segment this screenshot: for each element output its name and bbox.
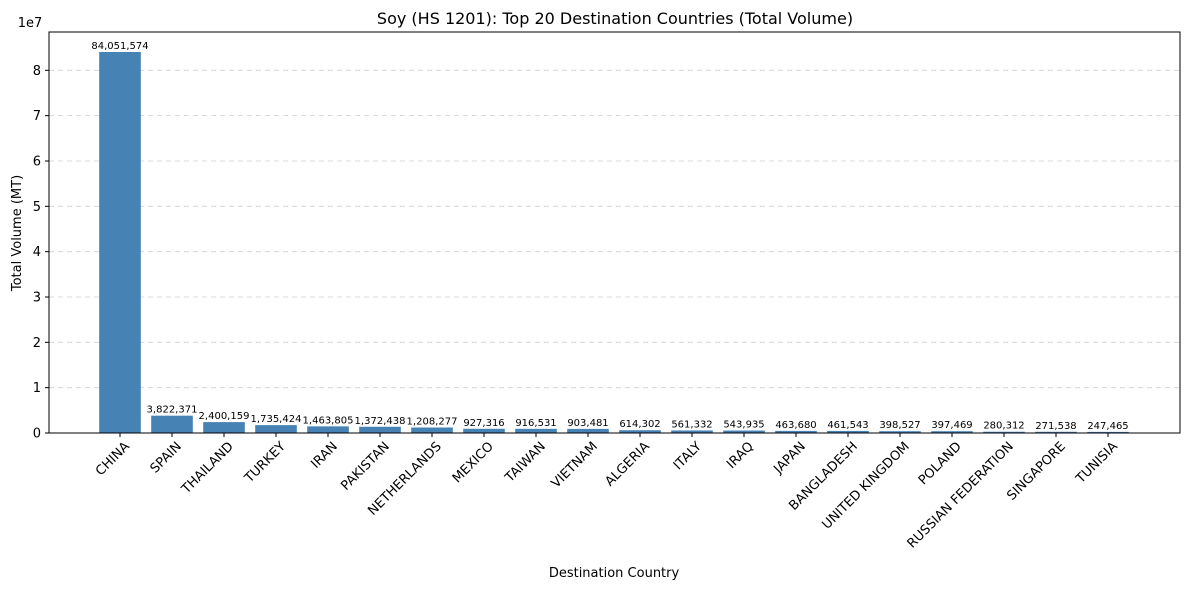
y-axis-label: Total Volume (MT) bbox=[10, 175, 25, 292]
bar-value-label: 1,735,424 bbox=[251, 414, 302, 425]
x-tick-label: MEXICO bbox=[450, 439, 497, 486]
bar-value-label: 916,531 bbox=[515, 418, 556, 429]
x-tick-label: SPAIN bbox=[148, 439, 185, 476]
bar-value-label: 397,469 bbox=[931, 420, 972, 431]
bar bbox=[1087, 431, 1129, 433]
x-tick-label: VIETNAM bbox=[549, 439, 601, 491]
bar-value-label: 543,935 bbox=[723, 420, 764, 431]
bar bbox=[255, 425, 297, 433]
bar-value-label: 1,208,277 bbox=[407, 417, 458, 428]
x-tick-label: TUNISIA bbox=[1073, 439, 1121, 487]
bar bbox=[723, 430, 765, 433]
bar-value-label: 461,543 bbox=[827, 420, 868, 431]
bar-value-label: 280,312 bbox=[983, 421, 1024, 432]
bar-value-label: 614,302 bbox=[619, 419, 660, 430]
y-tick-label: 4 bbox=[33, 245, 41, 260]
bar bbox=[99, 51, 141, 434]
x-tick-label: CHINA bbox=[93, 439, 133, 479]
y-tick-label: 5 bbox=[33, 200, 41, 215]
bar bbox=[359, 426, 401, 433]
bar-value-label: 247,465 bbox=[1087, 421, 1128, 432]
bar-value-label: 2,400,159 bbox=[199, 411, 250, 422]
bar-value-label: 398,527 bbox=[879, 420, 920, 431]
x-tick-label: TURKEY bbox=[241, 439, 289, 487]
bar bbox=[931, 431, 973, 433]
y-tick-label: 8 bbox=[33, 64, 41, 79]
x-tick-label: ITALY bbox=[671, 439, 705, 473]
bar bbox=[827, 430, 869, 433]
bar bbox=[463, 428, 505, 433]
bar bbox=[203, 422, 245, 433]
bar bbox=[411, 427, 453, 433]
x-tick-label: UNITED KINGDOM bbox=[819, 439, 912, 532]
y-tick-label: 7 bbox=[33, 109, 41, 124]
bar-value-label: 3,822,371 bbox=[147, 405, 198, 416]
bar-value-label: 1,372,438 bbox=[355, 416, 406, 427]
bar-value-label: 903,481 bbox=[567, 418, 608, 429]
bar-value-label: 84,051,574 bbox=[91, 41, 148, 52]
x-tick-label: RUSSIAN FEDERATION bbox=[905, 439, 1017, 551]
bar bbox=[151, 415, 193, 433]
y-axis-ticks: 0 1 2 3 4 5 6 7 8 bbox=[33, 64, 49, 442]
bar bbox=[983, 431, 1025, 433]
y-tick-label: 0 bbox=[33, 427, 41, 442]
bar bbox=[515, 428, 557, 433]
x-tick-label: IRAQ bbox=[724, 439, 757, 472]
y-tick-label: 1 bbox=[33, 381, 41, 396]
y-tick-label: 2 bbox=[33, 336, 41, 351]
x-axis-label: Destination Country bbox=[549, 566, 680, 581]
bar bbox=[619, 430, 661, 433]
bar bbox=[1035, 431, 1077, 433]
bar bbox=[775, 430, 817, 433]
bar bbox=[879, 431, 921, 433]
chart-title: Soy (HS 1201): Top 20 Destination Countr… bbox=[377, 9, 853, 28]
x-tick-label: TAIWAN bbox=[502, 439, 549, 486]
bar-value-label: 1,463,805 bbox=[303, 415, 354, 426]
gridlines bbox=[49, 69, 1180, 434]
bar-value-label: 927,316 bbox=[463, 418, 504, 429]
x-tick-label: JAPAN bbox=[771, 439, 809, 477]
plot-frame bbox=[48, 31, 1181, 434]
x-tick-label: PAKISTAN bbox=[338, 439, 392, 493]
bar bbox=[567, 428, 609, 433]
y-tick-label: 3 bbox=[33, 290, 41, 305]
x-tick-label: IRAN bbox=[308, 439, 341, 472]
x-tick-label: POLAND bbox=[916, 439, 965, 488]
x-tick-label: ALGERIA bbox=[602, 439, 652, 489]
y-offset-text: 1e7 bbox=[18, 16, 43, 31]
bar-value-label: 561,332 bbox=[671, 419, 712, 430]
bar bbox=[671, 430, 713, 433]
y-tick-label: 6 bbox=[33, 154, 41, 169]
bar-value-label: 271,538 bbox=[1035, 421, 1076, 432]
bars bbox=[99, 51, 1129, 434]
bar-value-label: 463,680 bbox=[775, 420, 816, 431]
x-tick-label: THAILAND bbox=[178, 439, 236, 497]
bar bbox=[307, 426, 349, 433]
